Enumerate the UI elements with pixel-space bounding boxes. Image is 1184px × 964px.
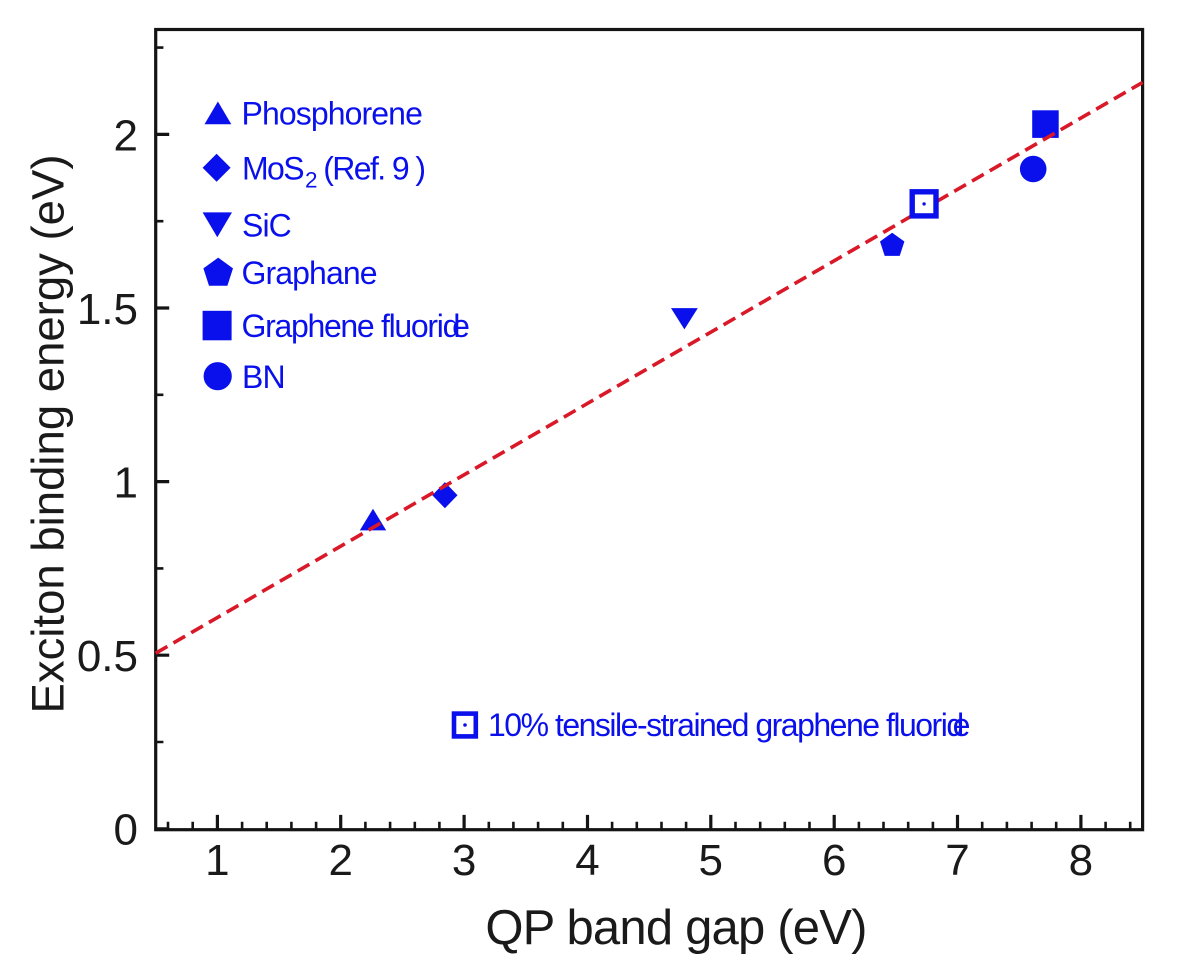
svg-text:2: 2 (114, 111, 138, 160)
svg-text:1: 1 (205, 836, 229, 885)
svg-text:0: 0 (114, 806, 138, 855)
svg-text:BN: BN (242, 359, 285, 395)
svg-text:3: 3 (452, 836, 476, 885)
svg-text:8: 8 (1069, 836, 1093, 885)
svg-text:1: 1 (114, 459, 138, 508)
svg-text:10% tensile-strained graphene: 10% tensile-strained graphene fluoride (488, 707, 970, 743)
svg-text:Phosphorene: Phosphorene (242, 96, 423, 132)
svg-text:MoS2 (Ref. 9 ): MoS2 (Ref. 9 ) (242, 151, 424, 193)
svg-text:1.5: 1.5 (77, 285, 138, 334)
svg-text:7: 7 (945, 836, 969, 885)
svg-text:Graphene fluoride: Graphene fluoride (242, 308, 470, 344)
svg-text:Exciton binding energy (eV): Exciton binding energy (eV) (23, 155, 74, 714)
svg-text:QP band gap (eV): QP band gap (eV) (485, 901, 866, 955)
svg-text:5: 5 (699, 836, 723, 885)
svg-text:0.5: 0.5 (77, 632, 138, 681)
svg-text:Graphane: Graphane (242, 255, 377, 291)
svg-text:SiC: SiC (242, 208, 291, 244)
svg-text:6: 6 (822, 836, 846, 885)
svg-text:2: 2 (328, 836, 352, 885)
svg-text:4: 4 (575, 836, 599, 885)
